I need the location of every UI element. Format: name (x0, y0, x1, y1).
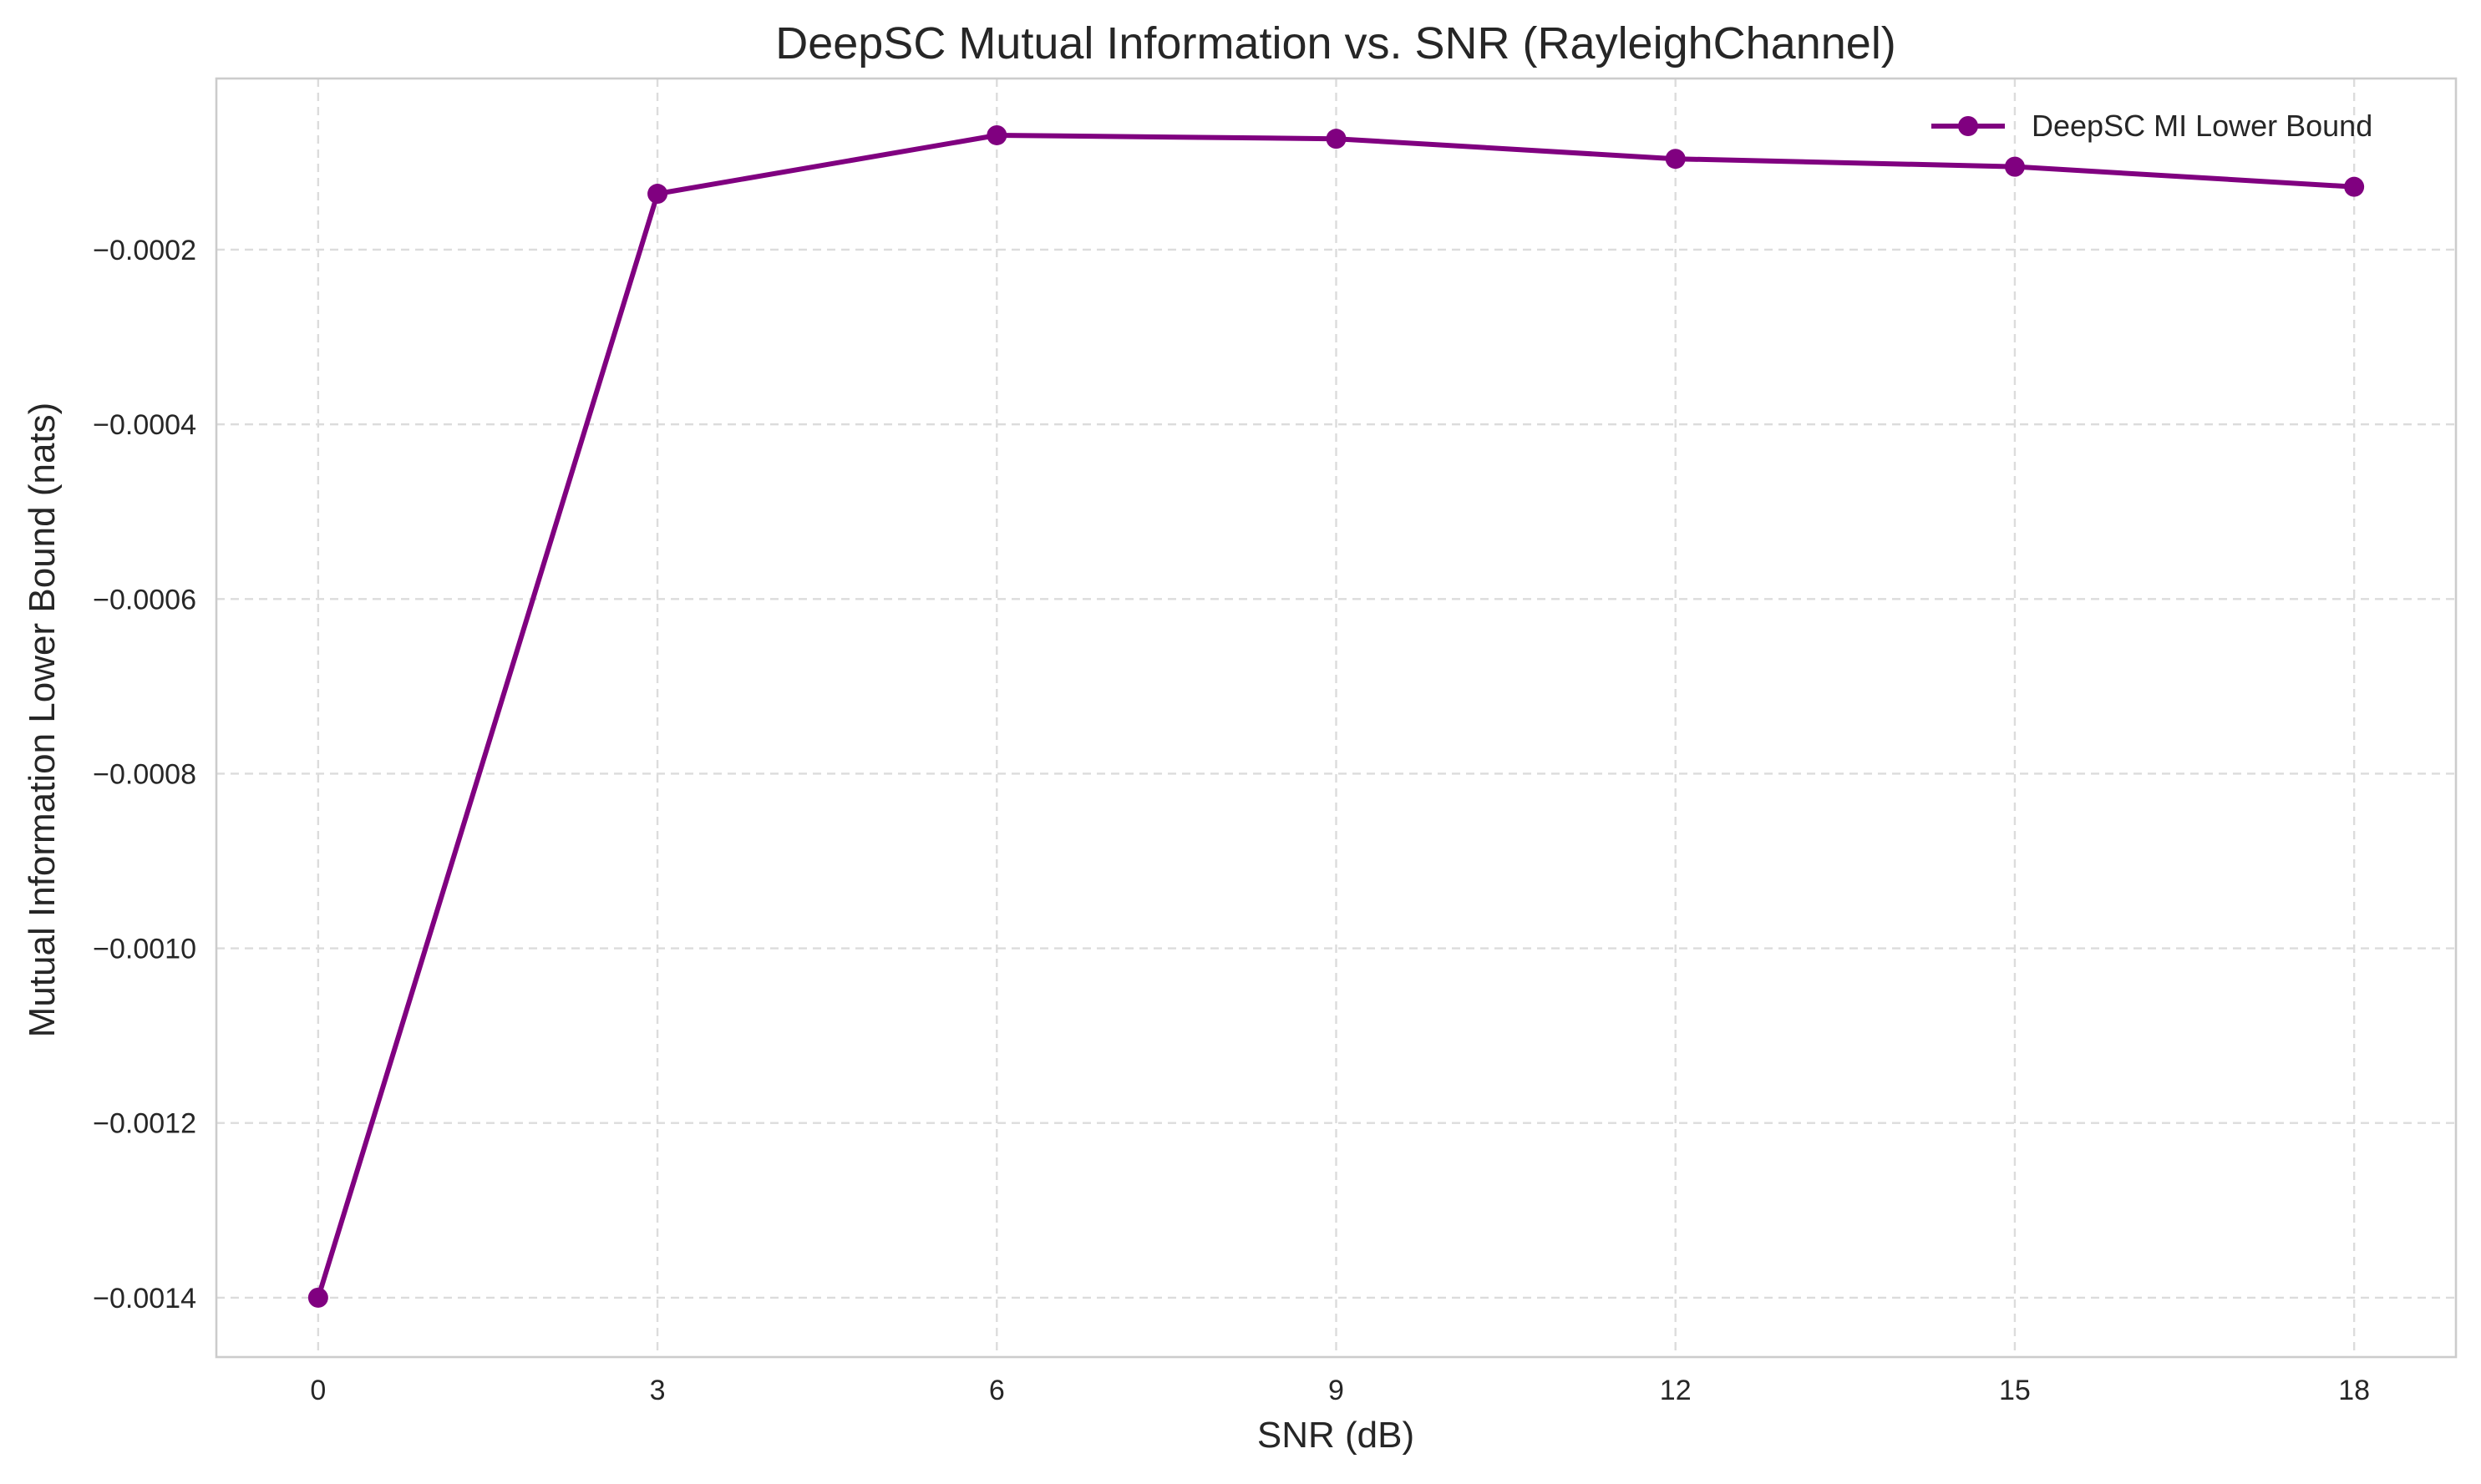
x-tick-label: 15 (1999, 1375, 2031, 1406)
x-tick-label: 3 (650, 1375, 666, 1406)
y-tick-label: −0.0002 (93, 235, 196, 266)
plot-frame (215, 77, 2458, 1359)
chart-title: DeepSC Mutual Information vs. SNR (Rayle… (775, 18, 1896, 68)
data-point (647, 184, 668, 205)
x-tick-label: 12 (1660, 1375, 1692, 1406)
data-point (987, 124, 1007, 145)
axes: 0 3 6 9 12 15 18 −0.0014 −0.0012 −0.0010 −0.0008 −0… (93, 77, 2458, 1406)
grid (216, 79, 2456, 1357)
y-tick-label: −0.0004 (93, 409, 196, 441)
data-point (307, 1287, 328, 1308)
y-tick-label: −0.0006 (93, 584, 196, 615)
data-point (1326, 129, 1347, 149)
x-tick-label: 6 (989, 1375, 1005, 1406)
x-axis-label: SNR (dB) (1257, 1415, 1414, 1456)
data-point (2344, 176, 2365, 197)
y-axis-label: Mutual Information Lower Bound (nats) (22, 403, 63, 1038)
y-tick-label: −0.0014 (93, 1283, 196, 1314)
y-tick-label: −0.0008 (93, 758, 196, 790)
legend-marker (1958, 116, 1978, 136)
legend-label: DeepSC MI Lower Bound (2032, 109, 2372, 143)
x-tick-label: 0 (310, 1375, 326, 1406)
series-layer (307, 124, 2365, 1308)
data-point (1665, 149, 1686, 170)
data-point (2004, 156, 2025, 177)
x-tick-label: 18 (2338, 1375, 2370, 1406)
legend: DeepSC MI Lower Bound (1931, 109, 2372, 143)
y-tick-label: −0.0010 (93, 934, 196, 965)
x-tick-label: 9 (1328, 1375, 1344, 1406)
y-tick-label: −0.0012 (93, 1108, 196, 1140)
